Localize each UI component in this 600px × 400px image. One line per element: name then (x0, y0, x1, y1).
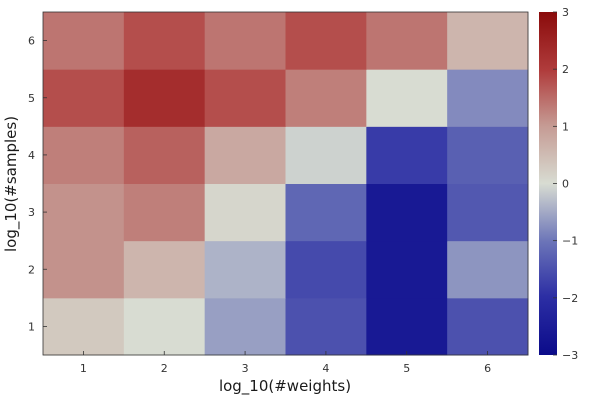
heatmap-cell-x1-y5 (43, 69, 125, 127)
heatmap-cell-x2-y3 (123, 183, 206, 242)
colorbar-tick-label: −1 (562, 235, 578, 248)
heatmap-cell-x6-y1 (447, 297, 529, 356)
colorbar-tick-label: 0 (562, 178, 569, 191)
y-tick-label: 4 (28, 149, 35, 162)
x-tick-label: 6 (484, 362, 491, 375)
heatmap-cell-x2-y2 (123, 240, 206, 299)
heatmap-cells (43, 12, 529, 356)
heatmap-cell-x6-y6 (447, 12, 529, 70)
heatmap-cell-x1-y4 (43, 126, 125, 184)
colorbar: −3 −2 −1 0 1 2 3 (539, 6, 578, 362)
x-axis-ticks: 1 2 3 4 5 6 (80, 351, 491, 375)
heatmap-cell-x1-y1 (43, 297, 125, 356)
y-axis-ticks: 1 2 3 4 5 6 (28, 35, 47, 333)
heatmap-cell-x2-y5 (123, 69, 206, 127)
x-tick-label: 5 (403, 362, 410, 375)
heatmap-cell-x2-y1 (123, 297, 206, 356)
y-tick-label: 1 (28, 320, 35, 333)
colorbar-tick-label: −2 (562, 292, 578, 305)
heatmap-cell-x3-y4 (204, 126, 286, 184)
y-axis-label: log_10(#samples) (2, 116, 21, 252)
heatmap-cell-x4-y1 (285, 297, 367, 356)
y-tick-label: 3 (28, 206, 35, 219)
heatmap-cell-x4-y5 (285, 69, 367, 127)
y-tick-label: 2 (28, 263, 35, 276)
heatmap-cell-x5-y2 (366, 240, 448, 299)
y-tick-label: 6 (28, 35, 35, 48)
colorbar-gradient (539, 12, 557, 355)
x-tick-label: 2 (161, 362, 168, 375)
heatmap-cell-x2-y4 (123, 126, 206, 184)
x-tick-label: 3 (242, 362, 249, 375)
colorbar-tick-label: −3 (562, 349, 578, 362)
heatmap-cell-x1-y3 (43, 183, 125, 242)
heatmap-cell-x1-y2 (43, 240, 125, 299)
x-tick-label: 4 (322, 362, 329, 375)
heatmap-cell-x6-y2 (447, 240, 529, 299)
heatmap-cell-x4-y4 (285, 126, 367, 184)
colorbar-tick-label: 2 (562, 63, 569, 76)
colorbar-ticks: −3 −2 −1 0 1 2 3 (553, 6, 578, 362)
heatmap-cell-x3-y6 (204, 12, 286, 70)
heatmap-cell-x4-y2 (285, 240, 367, 299)
heatmap-cell-x4-y6 (285, 12, 367, 70)
heatmap-cell-x6-y3 (447, 183, 529, 242)
heatmap-cell-x1-y6 (43, 12, 125, 70)
x-axis-label: log_10(#weights) (219, 377, 351, 396)
heatmap-cell-x5-y5 (366, 69, 448, 127)
heatmap-cell-x3-y2 (204, 240, 286, 299)
heatmap-cell-x6-y4 (447, 126, 529, 184)
x-tick-label: 1 (80, 362, 87, 375)
heatmap-cell-x5-y4 (366, 126, 448, 184)
y-tick-label: 5 (28, 92, 35, 105)
heatmap-cell-x6-y5 (447, 69, 529, 127)
heatmap-cell-x4-y3 (285, 183, 367, 242)
heatmap-cell-x5-y6 (366, 12, 448, 70)
plot-frame (42, 11, 529, 356)
heatmap-cell-x3-y1 (204, 297, 286, 356)
colorbar-tick-label: 1 (562, 120, 569, 133)
heatmap-cell-x3-y5 (204, 69, 286, 127)
heatmap-cell-x2-y6 (123, 12, 206, 70)
heatmap-cell-x5-y1 (366, 297, 448, 356)
heatmap-cell-x3-y3 (204, 183, 286, 242)
heatmap-cell-x5-y3 (366, 183, 448, 242)
colorbar-tick-label: 3 (562, 6, 569, 19)
